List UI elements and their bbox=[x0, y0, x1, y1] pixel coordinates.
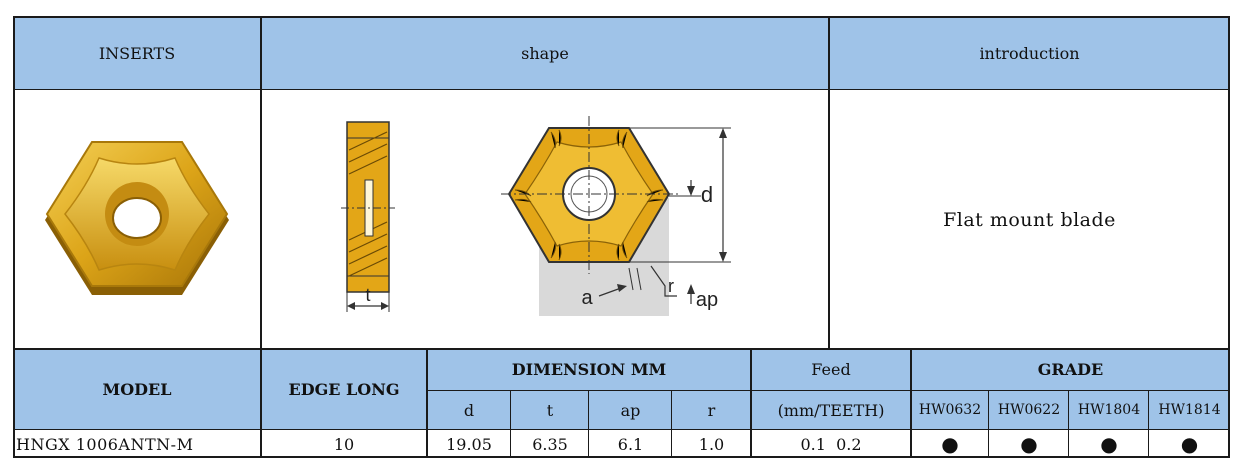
header-inserts: INSERTS bbox=[13, 16, 261, 90]
cell-r: 1.0 bbox=[698, 434, 725, 454]
cell-ap: 6.1 bbox=[617, 434, 644, 454]
grid-bottom bbox=[13, 456, 1230, 458]
shape-drawing: t bbox=[341, 116, 731, 316]
label-a: a bbox=[581, 287, 593, 309]
header-dim-ap: ap bbox=[589, 390, 672, 430]
insert-photo bbox=[45, 140, 229, 295]
cell-grade-2: ● bbox=[1020, 432, 1038, 456]
header-model: MODEL bbox=[13, 349, 261, 430]
grid-v-1056 bbox=[1068, 390, 1069, 458]
product-spec-table: INSERTS shape introduction bbox=[13, 16, 1230, 458]
grid-subheader-mid bbox=[427, 390, 1230, 391]
insert-photo-cell bbox=[13, 90, 261, 349]
grid-v-816 bbox=[828, 16, 830, 350]
header-dim-r: r bbox=[672, 390, 751, 430]
grid-v-659 bbox=[671, 390, 672, 458]
header-dim-d: d bbox=[427, 390, 511, 430]
header-introduction: introduction bbox=[829, 16, 1230, 90]
header-grade-4: HW1814 bbox=[1149, 390, 1230, 430]
header-grade-1: HW0632 bbox=[911, 390, 989, 430]
shape-drawing-cell: t bbox=[261, 90, 829, 349]
side-view: t bbox=[341, 121, 395, 312]
grid-top bbox=[13, 16, 1230, 18]
cell-feed: 0.1 0.2 bbox=[800, 434, 862, 454]
cell-d: 19.05 bbox=[446, 434, 492, 454]
cell-grade-3: ● bbox=[1100, 432, 1118, 456]
header-feed-unit: (mm/TEETH) bbox=[751, 390, 911, 430]
grid-v-414 bbox=[426, 349, 428, 458]
header-dim-t: t bbox=[511, 390, 589, 430]
grid-image-bottom bbox=[13, 348, 1230, 350]
header-grade-3: HW1804 bbox=[1069, 390, 1149, 430]
cell-t: 6.35 bbox=[532, 434, 568, 454]
cell-grade-4: ● bbox=[1180, 432, 1199, 456]
label-d: d bbox=[701, 182, 713, 207]
grid-v-248 bbox=[260, 16, 262, 458]
grid-v-left bbox=[13, 16, 15, 458]
cell-model: HNGX 1006ANTN-M bbox=[16, 434, 194, 454]
grid-v-898 bbox=[910, 349, 912, 458]
header-shape: shape bbox=[261, 16, 829, 90]
grid-v-1136 bbox=[1148, 390, 1149, 458]
grid-v-498 bbox=[510, 390, 511, 458]
header-grade-2: HW0622 bbox=[989, 390, 1069, 430]
cell-grade-1: ● bbox=[941, 432, 959, 456]
grid-v-576 bbox=[588, 390, 589, 458]
header-edge-long: EDGE LONG bbox=[261, 349, 427, 430]
label-r: r bbox=[668, 276, 674, 296]
header-feed: Feed bbox=[751, 349, 911, 390]
grid-spec-header-bottom bbox=[13, 429, 1230, 430]
cell-edge-long: 10 bbox=[333, 434, 355, 454]
introduction-cell: Flat mount blade bbox=[943, 208, 1116, 231]
header-grade: GRADE bbox=[911, 349, 1230, 390]
header-dimension: DIMENSION MM bbox=[427, 349, 751, 390]
label-ap: ap bbox=[696, 289, 718, 311]
grid-v-738 bbox=[750, 349, 752, 458]
top-view bbox=[501, 116, 679, 274]
label-t: t bbox=[365, 285, 370, 305]
grid-header-bottom bbox=[13, 89, 1230, 90]
grid-v-976 bbox=[988, 390, 989, 458]
grid-v-right bbox=[1228, 16, 1230, 458]
